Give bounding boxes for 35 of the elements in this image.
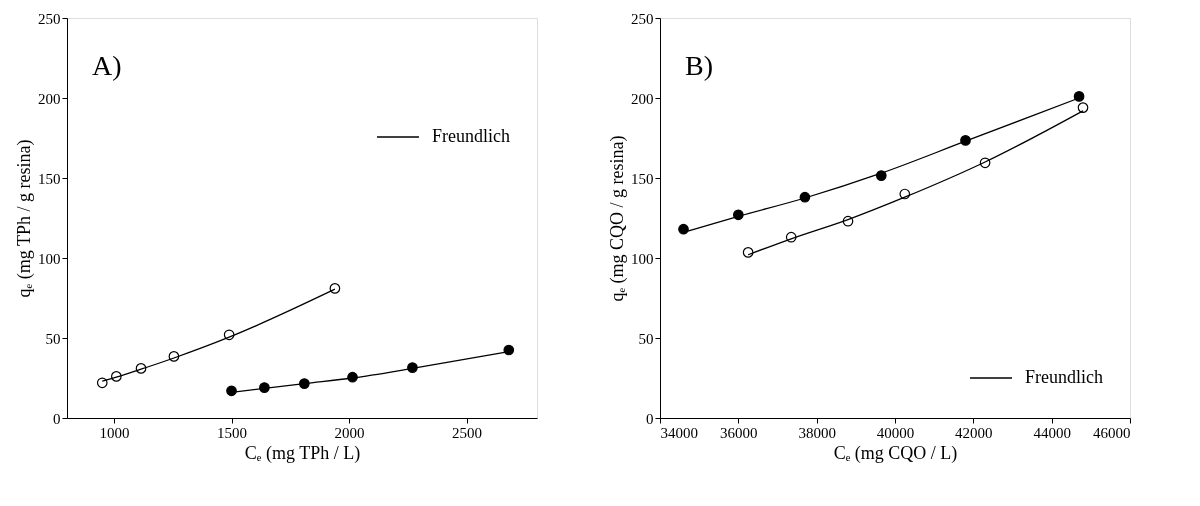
y-tick-label: 50 (45, 330, 61, 347)
y-tick-label: 50 (638, 330, 654, 347)
x-tick-label: 46000 (1093, 424, 1131, 441)
y-tick-label: 150 (631, 170, 654, 187)
legend-label: Freundlich (1025, 367, 1103, 387)
annotation: A) (92, 50, 122, 81)
x-tick-label: 2000 (334, 424, 365, 441)
x-tick-label: 36000 (720, 424, 758, 441)
point (503, 344, 515, 356)
y-tick-label: 0 (53, 410, 61, 427)
y-tick-label: 0 (646, 410, 654, 427)
y-axis-title: qₑ (mg TPh / g resina) (14, 139, 35, 298)
y-tick-label: 250 (38, 10, 61, 27)
x-tick-label: 2500 (452, 424, 482, 441)
point (226, 385, 237, 397)
y-tick-label: 100 (38, 250, 61, 267)
y-axis-title: qₑ (mg CQO / g resina) (607, 135, 628, 302)
y-tick-label: 200 (631, 90, 654, 107)
legend-label: Freundlich (432, 126, 510, 146)
x-tick-label: 40000 (876, 424, 915, 441)
y-tick-label: 200 (38, 90, 61, 107)
x-tick-label: 34000 (660, 424, 698, 441)
point (96, 377, 108, 389)
y-tick-label: 150 (38, 170, 61, 187)
x-tick-label: 1000 (99, 424, 130, 441)
x-axis-title: Cₑ (mg CQO / L) (833, 442, 958, 464)
point (329, 283, 341, 294)
x-tick-label: 44000 (1033, 424, 1071, 441)
x-tick-label: 42000 (955, 424, 993, 441)
annotation: B) (685, 50, 713, 81)
x-axis-title: Cₑ (mg TPh / L) (244, 442, 361, 464)
y-tick-label: 100 (631, 250, 654, 267)
x-tick-label: 1500 (217, 424, 247, 441)
y-tick-label: 250 (631, 10, 654, 27)
x-tick-label: 38000 (798, 424, 836, 441)
